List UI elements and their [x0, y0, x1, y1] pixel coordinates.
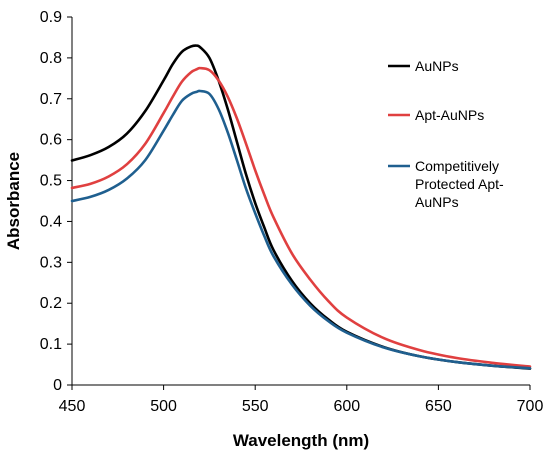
x-tick-label: 700: [517, 398, 544, 415]
legend: AuNPs Apt-AuNPs Competitively Protected Apt…: [388, 58, 504, 210]
y-tick-label: 0.6: [40, 132, 62, 149]
legend-label: Competitively: [415, 158, 499, 174]
series-line-1: [70, 44, 532, 370]
x-tick-label: 450: [59, 398, 86, 415]
y-tick-label: 0.3: [40, 254, 62, 271]
legend-label: AuNPs: [415, 194, 459, 210]
series-line-3: [70, 89, 532, 370]
legend-label: Protected Apt-: [415, 176, 504, 192]
y-tick-label: 0: [53, 377, 62, 394]
x-axis-title: Wavelength (nm): [233, 431, 369, 450]
series-line-2: [70, 66, 532, 368]
legend-label: Apt-AuNPs: [415, 107, 484, 123]
x-tick-label: 550: [242, 398, 269, 415]
y-tick-label: 0.5: [40, 173, 62, 190]
legend-item-1: AuNPs: [388, 58, 459, 74]
legend-item-2: Apt-AuNPs: [388, 107, 484, 123]
y-axis-title: Absorbance: [4, 152, 23, 250]
y-tick-label: 0.8: [40, 50, 62, 67]
x-tick-label: 600: [333, 398, 360, 415]
x-tick-label: 650: [425, 398, 452, 415]
y-tick-label: 0.4: [40, 213, 62, 230]
y-tick-label: 0.7: [40, 91, 62, 108]
y-tick-label: 0.2: [40, 295, 62, 312]
plot-area: 0 0.1 0.2 0.3 0.4 0.5 0.6 0.7 0.8 0.9 450 500 550 600…: [40, 9, 544, 415]
y-tick-label: 0.9: [40, 9, 62, 26]
y-tick-label: 0.1: [40, 336, 62, 353]
legend-item-3: Competitively Protected Apt- AuNPs: [388, 158, 504, 210]
x-tick-label: 500: [150, 398, 177, 415]
series-layer: [70, 44, 532, 370]
legend-label: AuNPs: [415, 58, 459, 74]
